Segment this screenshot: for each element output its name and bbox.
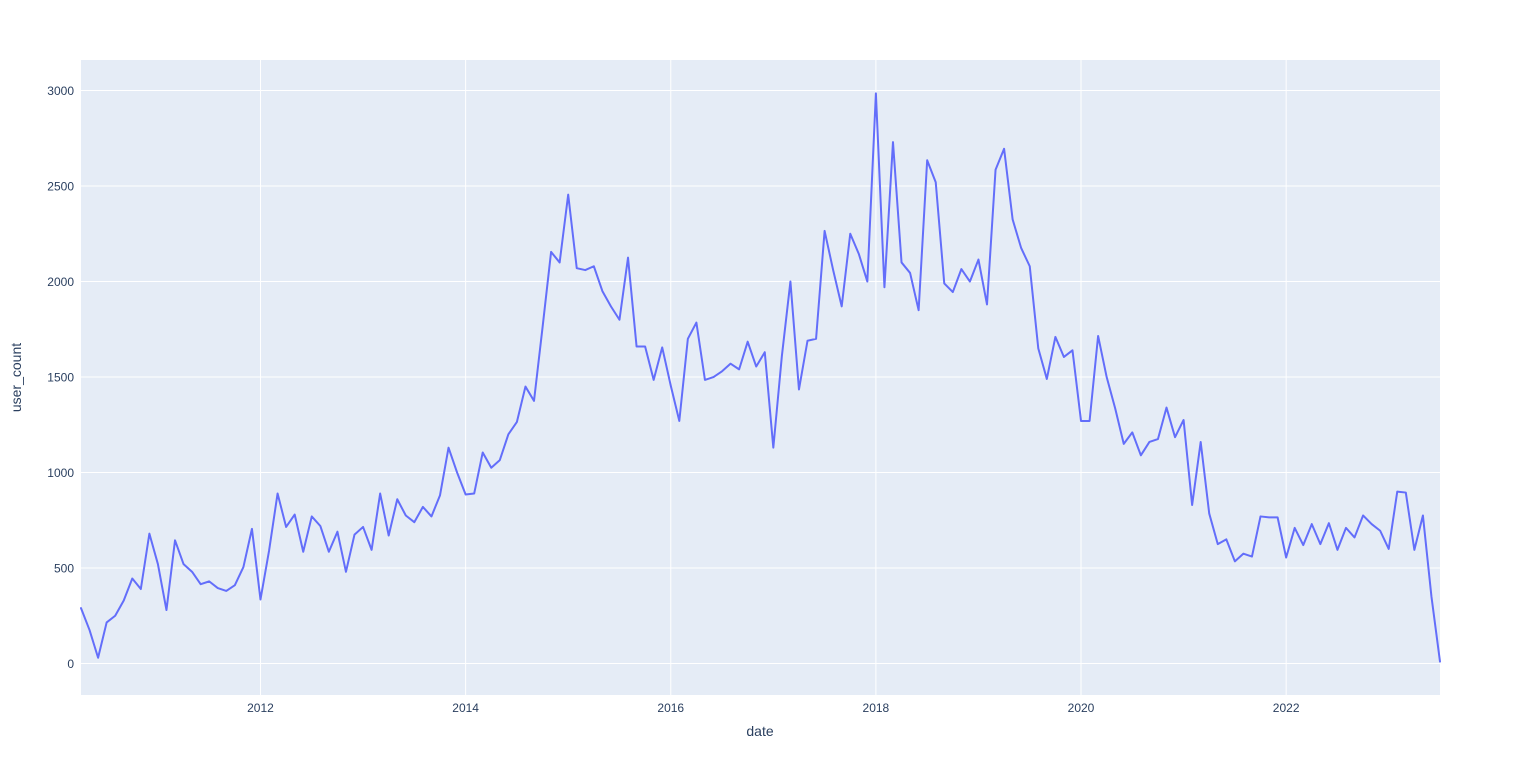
horizontal-gridlines [81,90,1440,664]
y-tick-label: 3000 [47,84,74,98]
y-tick-label: 0 [67,657,74,671]
x-tick-label: 2022 [1273,701,1300,715]
y-tick-label: 1000 [47,466,74,480]
y-tick-label: 2500 [47,180,74,194]
x-axis-title: date [746,723,773,739]
x-tick-label: 2020 [1068,701,1095,715]
y-tick-label: 500 [54,562,74,576]
x-tick-label: 2016 [657,701,684,715]
vertical-gridlines [259,60,1287,695]
x-axis-tick-labels: 2012 2014 2016 2018 2020 2022 [247,701,1300,715]
x-tick-label: 2018 [863,701,890,715]
y-tick-label: 2000 [47,275,74,289]
y-axis-title: user_count [8,343,24,412]
y-tick-label: 1500 [47,371,74,385]
x-tick-label: 2014 [452,701,479,715]
user-count-line-series[interactable] [80,92,1441,663]
x-tick-label: 2012 [247,701,274,715]
y-axis-tick-labels: 0 500 1000 1500 2000 2500 3000 [47,84,74,671]
